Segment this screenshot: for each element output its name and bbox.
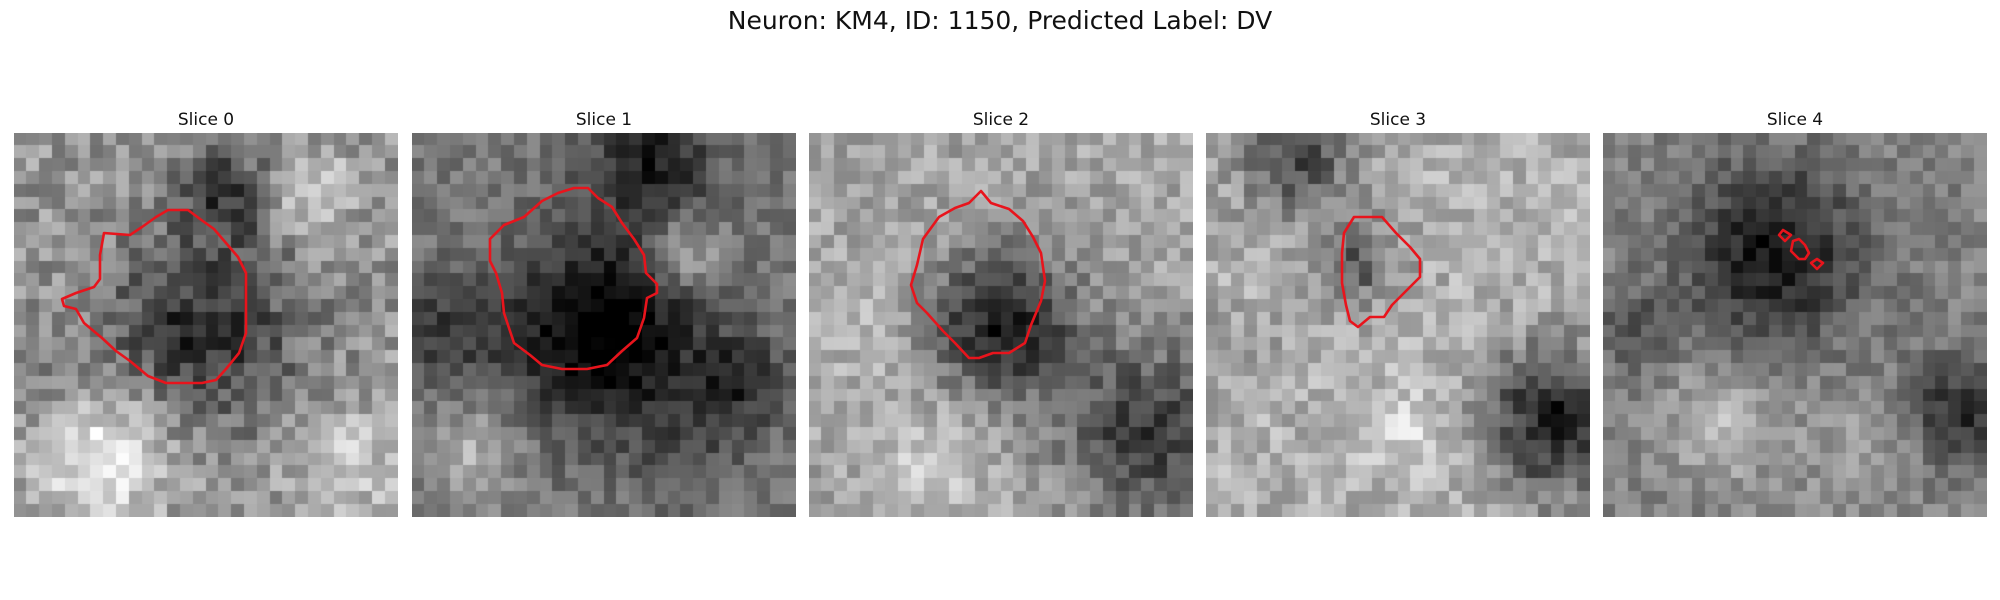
contour-overlay-3 xyxy=(1340,215,1422,329)
slice-image-3 xyxy=(1206,133,1590,517)
contour-overlay-2 xyxy=(909,189,1047,360)
slice-title-1: Slice 1 xyxy=(575,110,633,130)
contour-overlay-1 xyxy=(488,186,659,371)
slice-panel-1: Slice 1 xyxy=(412,108,796,517)
figure-title: Neuron: KM4, ID: 1150, Predicted Label: … xyxy=(727,6,1273,35)
contour-3-0 xyxy=(1340,215,1422,329)
contour-4-0 xyxy=(1777,228,1793,243)
slice-image-4 xyxy=(1603,133,1987,517)
contour-0-0 xyxy=(60,208,248,385)
slice-title-0: Slice 0 xyxy=(177,110,235,130)
contour-4-1 xyxy=(1789,237,1811,261)
slice-title-3: Slice 3 xyxy=(1369,110,1427,130)
contour-4-2 xyxy=(1809,257,1825,271)
slice-panel-2: Slice 2 xyxy=(809,108,1193,517)
slice-panel-0: Slice 0 xyxy=(14,108,398,517)
slice-panel-3: Slice 3 xyxy=(1206,108,1590,517)
slice-image-1 xyxy=(412,133,796,517)
contour-2-0 xyxy=(909,189,1047,360)
slice-title-4: Slice 4 xyxy=(1766,110,1824,130)
contour-1-0 xyxy=(488,186,659,371)
slice-title-2: Slice 2 xyxy=(972,110,1030,130)
slice-image-2 xyxy=(809,133,1193,517)
contour-overlay-4 xyxy=(1777,228,1825,271)
slice-panel-4: Slice 4 xyxy=(1603,108,1987,517)
contour-overlay-0 xyxy=(60,208,248,385)
slice-image-0 xyxy=(14,133,398,517)
